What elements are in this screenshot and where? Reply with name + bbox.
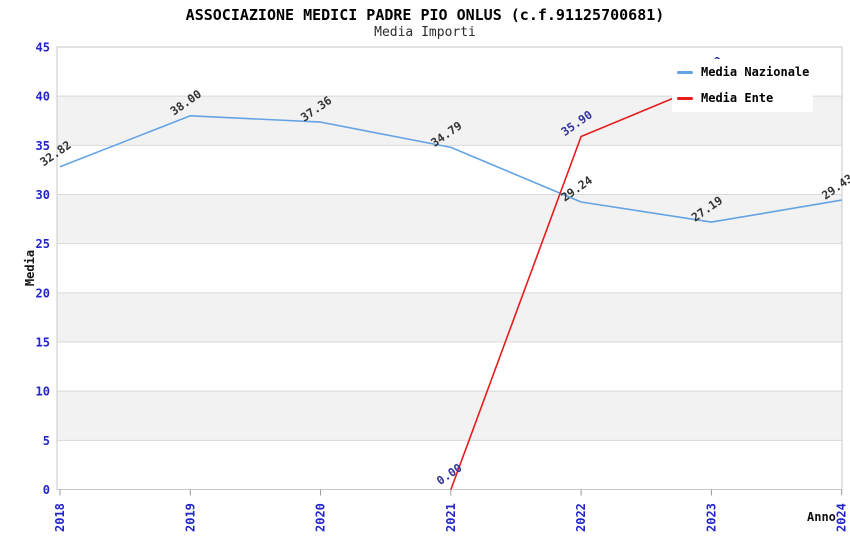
x-tick-labels: 2018 2019 2020 2021 2022 2023 2024: [53, 489, 849, 532]
svg-text:30: 30: [36, 188, 50, 202]
svg-text:2022: 2022: [574, 503, 588, 532]
plot-border: [56, 46, 843, 490]
svg-text:20: 20: [36, 286, 50, 300]
x-axis-title: Anno: [807, 510, 836, 524]
svg-text:40: 40: [36, 90, 50, 104]
svg-text:2023: 2023: [704, 503, 718, 532]
svg-text:25: 25: [36, 237, 50, 251]
legend-item-media-ente: Media Ente: [672, 85, 813, 111]
svg-text:10: 10: [36, 385, 50, 399]
chart-subtitle: Media Importi: [374, 25, 476, 40]
series-line-media-ente: [450, 81, 712, 490]
legend-item-media-nazionale: Media Nazionale: [672, 59, 813, 85]
legend-swatch-media-ente-icon: [677, 96, 693, 100]
legend-label-media-nazionale: Media Nazionale: [701, 65, 810, 79]
svg-text:0: 0: [43, 483, 50, 497]
legend: Media Nazionale Media Ente: [672, 59, 813, 112]
svg-text:35: 35: [36, 139, 50, 153]
svg-text:2024: 2024: [835, 503, 849, 532]
svg-text:2019: 2019: [183, 503, 197, 532]
svg-text:2020: 2020: [314, 503, 328, 532]
svg-text:2021: 2021: [444, 503, 458, 532]
svg-text:45: 45: [36, 41, 50, 55]
legend-swatch-media-nazionale-icon: [677, 70, 693, 74]
svg-text:2018: 2018: [53, 503, 67, 532]
y-axis-title: Media: [23, 249, 37, 287]
svg-text:5: 5: [43, 434, 50, 448]
legend-label-media-ente: Media Ente: [701, 91, 774, 105]
y-tick-labels: 0 5 10 15 20 25 30 35 40 45: [36, 41, 50, 498]
svg-text:15: 15: [36, 336, 50, 350]
series-line-media-nazionale: [59, 115, 842, 223]
chart-title: ASSOCIAZIONE MEDICI PADRE PIO ONLUS (c.f…: [185, 6, 665, 24]
